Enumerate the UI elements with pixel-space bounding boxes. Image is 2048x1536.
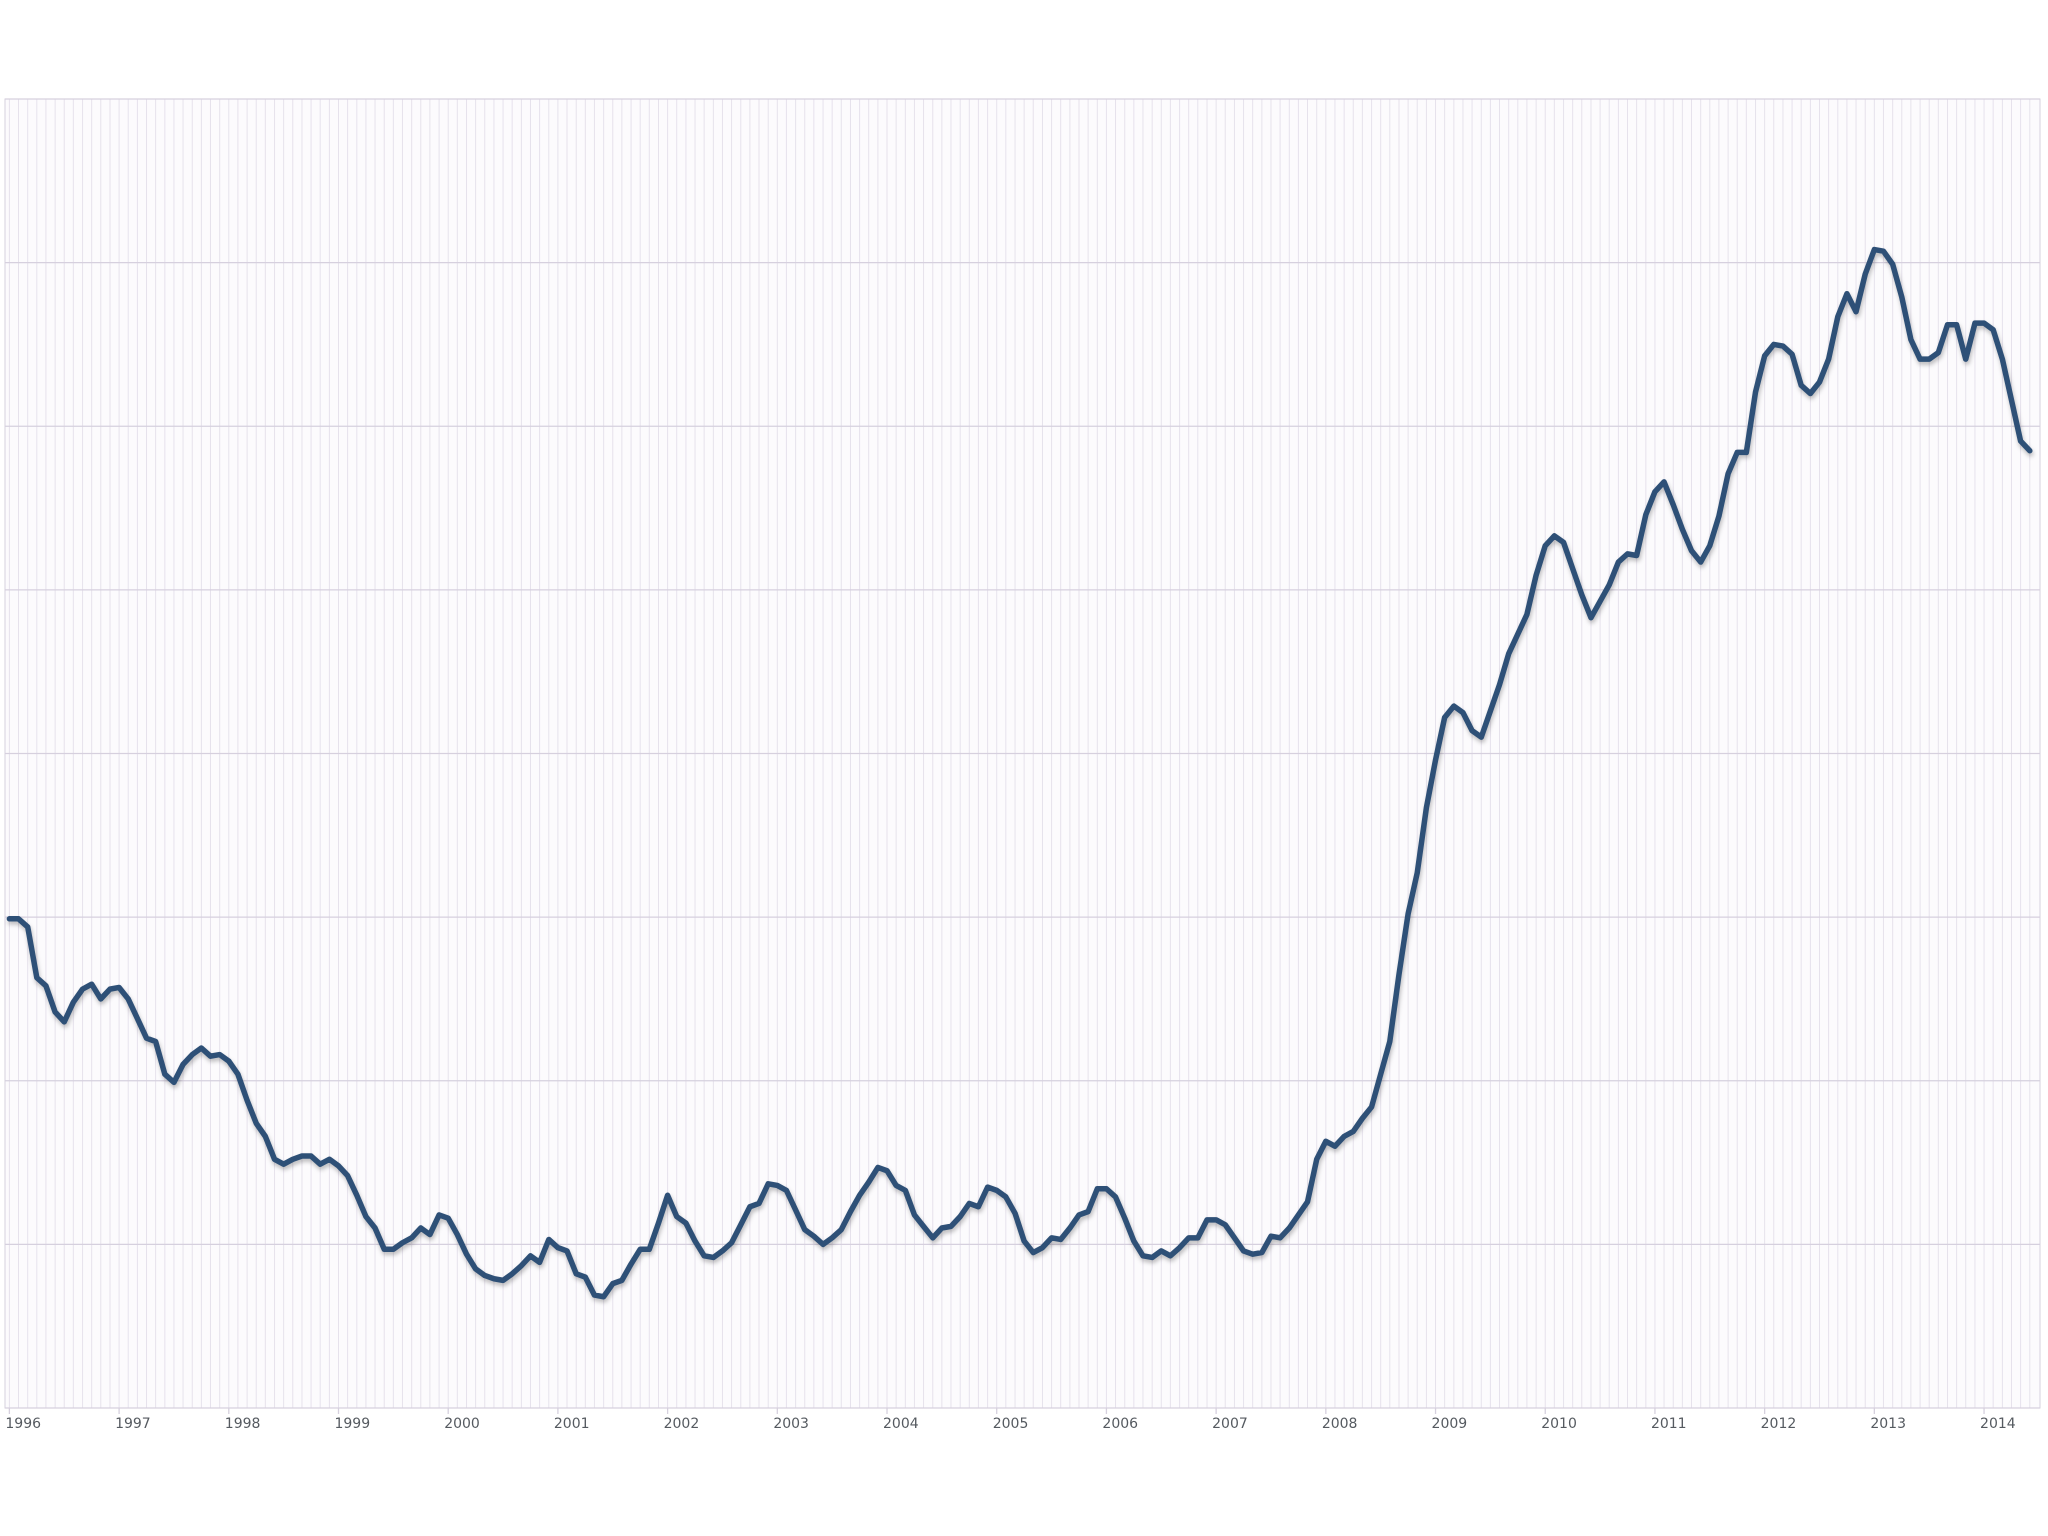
x-tick-label: 1997: [115, 1416, 151, 1432]
x-tick-label: 2002: [664, 1416, 700, 1432]
x-tick-label: 2010: [1541, 1416, 1577, 1432]
x-tick-label: 2011: [1651, 1416, 1687, 1432]
x-tick-label: 2014: [1980, 1416, 2016, 1432]
x-tick-label: 2012: [1761, 1416, 1797, 1432]
series-line: [6, 246, 2033, 1300]
x-tick-label: 2013: [1870, 1416, 1906, 1432]
x-tick-label: 2003: [773, 1416, 809, 1432]
x-tick-label: 1996: [5, 1416, 41, 1432]
x-tick-label: 2006: [1102, 1416, 1138, 1432]
x-tick-label: 2000: [444, 1416, 480, 1432]
x-tick-label: 2005: [993, 1416, 1029, 1432]
x-tick-label: 1998: [225, 1416, 261, 1432]
x-tick-label: 2001: [554, 1416, 590, 1432]
x-tick-label: 1999: [334, 1416, 370, 1432]
x-tick-label: 2009: [1432, 1416, 1468, 1432]
x-tick-label: 2007: [1212, 1416, 1248, 1432]
x-tick-label: 2008: [1322, 1416, 1358, 1432]
x-tick-label: 2004: [883, 1416, 919, 1432]
